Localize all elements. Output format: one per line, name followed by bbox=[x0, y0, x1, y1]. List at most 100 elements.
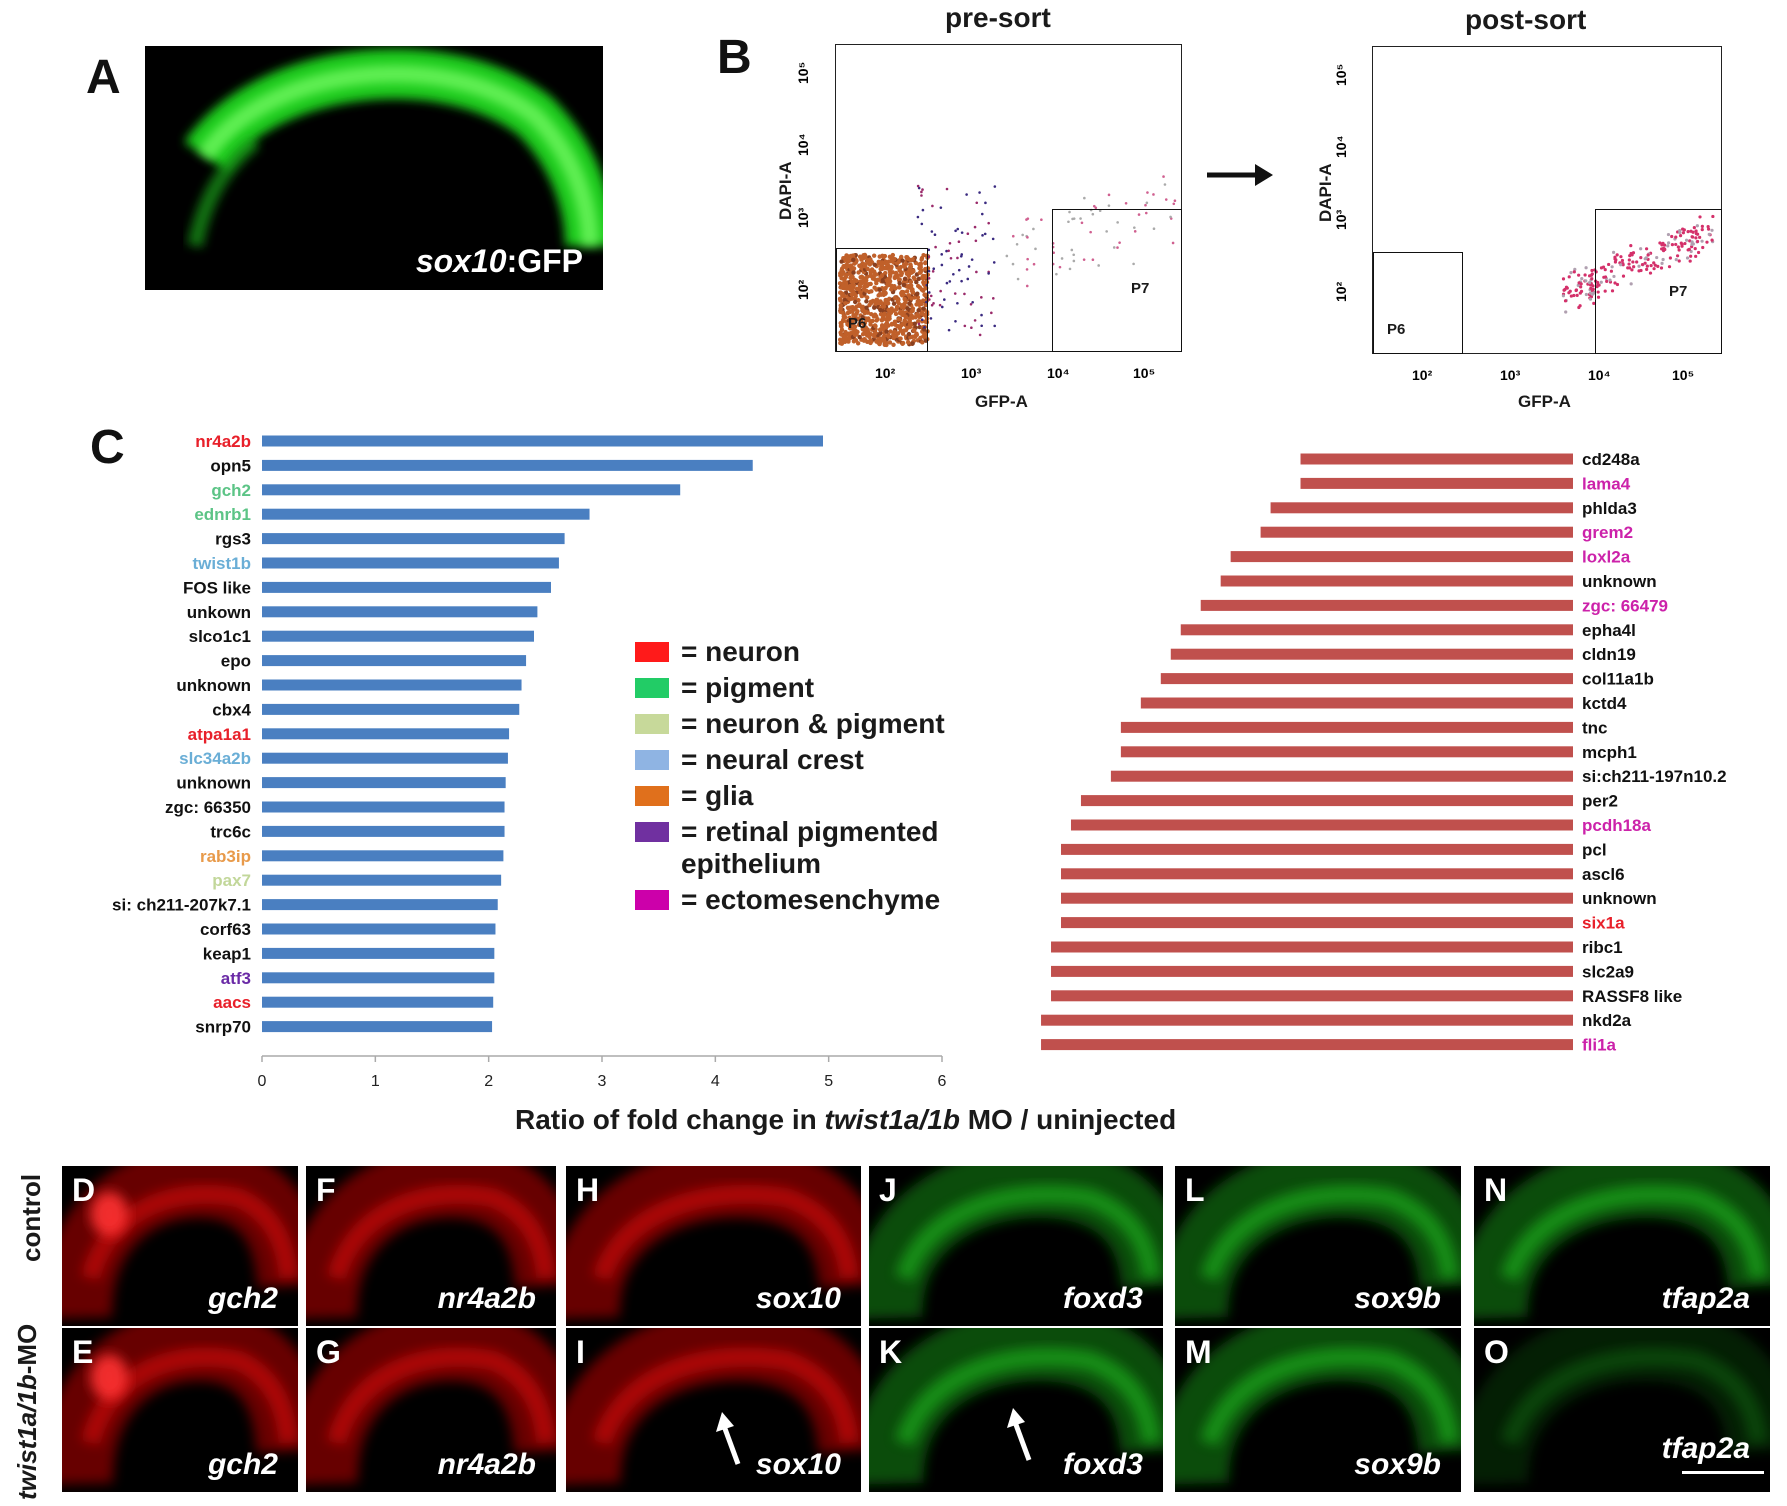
right-bar bbox=[1061, 868, 1573, 880]
right-gene-label: ribc1 bbox=[1582, 938, 1623, 957]
micrograph-gene-label: sox10 bbox=[755, 1282, 841, 1315]
panel-a-micrograph: sox10:GFP bbox=[145, 46, 603, 290]
fold-change-chart: 0 1 2 3 4 5 6 nr4a2b opn5 gch2 ednrb1 rgs3 twist1b FO… bbox=[112, 432, 1727, 1090]
legend-item: = neuron bbox=[635, 636, 800, 668]
left-bar bbox=[262, 825, 505, 837]
micrograph-fluorescence bbox=[1474, 1166, 1770, 1319]
micrograph-letter: L bbox=[1185, 1172, 1205, 1208]
micrograph-letter: O bbox=[1484, 1334, 1509, 1370]
micrograph-gene-label: foxd3 bbox=[1062, 1282, 1143, 1315]
legend-item: = neural crest bbox=[635, 744, 864, 776]
left-gene-label: twist1b bbox=[192, 554, 251, 573]
left-bar bbox=[262, 972, 495, 984]
legend-item: = neuron & pigment bbox=[635, 708, 945, 740]
left-bar bbox=[262, 606, 538, 618]
left-gene-label: gch2 bbox=[211, 481, 251, 500]
left-bar bbox=[262, 435, 823, 447]
right-gene-label: unknown bbox=[1582, 889, 1657, 908]
right-gene-label: slc2a9 bbox=[1582, 962, 1634, 981]
panel-a-label: sox10:GFP bbox=[415, 243, 583, 279]
right-bar bbox=[1120, 721, 1573, 733]
right-bar bbox=[1160, 673, 1573, 685]
post-sort-p7-label: P7 bbox=[1669, 283, 1688, 300]
left-gene-label: unkown bbox=[187, 603, 251, 622]
pre-sort-p6-label: P6 bbox=[848, 315, 867, 332]
svg-text:10³: 10³ bbox=[961, 365, 982, 381]
micrograph-gene-label: tfap2a bbox=[1661, 1432, 1750, 1465]
micrograph-fluorescence bbox=[869, 1328, 1163, 1485]
left-gene-label: pax7 bbox=[212, 871, 251, 890]
post-sort-scatter bbox=[1561, 214, 1715, 314]
white-arrow-icon bbox=[1007, 1408, 1032, 1461]
left-bar bbox=[262, 777, 506, 789]
svg-text:10²: 10² bbox=[795, 279, 811, 300]
svg-text:10⁵: 10⁵ bbox=[1333, 64, 1349, 86]
right-bar bbox=[1061, 892, 1573, 904]
svg-text:10²: 10² bbox=[1333, 281, 1349, 302]
micrograph-fluorescence bbox=[869, 1166, 1163, 1319]
left-gene-label: unknown bbox=[176, 774, 251, 793]
svg-text:10³: 10³ bbox=[1333, 209, 1349, 230]
right-gene-label: zgc: 66479 bbox=[1582, 596, 1668, 615]
right-bar bbox=[1110, 770, 1573, 782]
panel-letter-a: A bbox=[86, 51, 121, 104]
right-bar bbox=[1140, 697, 1573, 709]
left-gene-label: rab3ip bbox=[200, 847, 251, 866]
right-bar bbox=[1051, 965, 1573, 977]
right-bar bbox=[1041, 1039, 1573, 1051]
post-sort-xaxis: 10² 10³ 10⁴ 10⁵ bbox=[1412, 367, 1694, 383]
right-bar bbox=[1051, 941, 1573, 953]
left-bar bbox=[262, 484, 681, 496]
svg-text:10³: 10³ bbox=[795, 207, 811, 228]
right-bar bbox=[1230, 551, 1573, 563]
legend-swatch bbox=[635, 750, 669, 770]
white-arrow-icon bbox=[716, 1412, 741, 1465]
micrograph-gene-label: sox9b bbox=[1354, 1282, 1441, 1315]
row-label-mo: twist1a/1b-MO bbox=[12, 1323, 42, 1500]
micrograph-letter: N bbox=[1484, 1172, 1508, 1208]
micrograph-fluorescence bbox=[306, 1166, 556, 1319]
left-gene-label: zgc: 66350 bbox=[165, 798, 251, 817]
right-x-tick-label: 0.2 bbox=[1355, 1089, 1377, 1090]
right-bar bbox=[1120, 746, 1573, 758]
micrograph-fluorescence bbox=[566, 1166, 861, 1319]
right-gene-label: epha4l bbox=[1582, 621, 1636, 640]
right-gene-label: col11a1b bbox=[1582, 670, 1654, 689]
legend-label: = glia bbox=[681, 780, 754, 811]
left-gene-label: atpa1a1 bbox=[188, 725, 251, 744]
left-bar bbox=[262, 655, 527, 667]
pre-sort-plot: P6 P7 bbox=[835, 44, 1182, 352]
micrograph-gene-label: gch2 bbox=[207, 1448, 278, 1481]
svg-text:10²: 10² bbox=[875, 365, 896, 381]
micrograph-letter: H bbox=[576, 1172, 600, 1208]
legend-label: = retinal pigmented epithelium bbox=[681, 816, 939, 879]
panel-a-fluorescence bbox=[184, 49, 603, 248]
micrograph-fluorescence bbox=[306, 1328, 556, 1485]
left-bar bbox=[262, 801, 505, 813]
left-bar bbox=[262, 899, 498, 911]
post-sort-p6-label: P6 bbox=[1387, 321, 1406, 338]
micrograph-gene-label: gch2 bbox=[207, 1282, 278, 1315]
right-gene-label: tnc bbox=[1582, 718, 1608, 737]
svg-text:10³: 10³ bbox=[1500, 367, 1521, 383]
right-gene-label: lama4 bbox=[1582, 474, 1631, 493]
pre-sort-p7-label: P7 bbox=[1131, 280, 1150, 297]
right-gene-label: cldn19 bbox=[1582, 645, 1636, 664]
right-x-tick-label: 0.5 bbox=[1056, 1089, 1078, 1090]
right-gene-label: unknown bbox=[1582, 572, 1657, 591]
right-bar bbox=[1200, 599, 1573, 611]
micrograph-letter: M bbox=[1185, 1334, 1212, 1370]
svg-text:10²: 10² bbox=[1412, 367, 1433, 383]
left-bar bbox=[262, 752, 508, 764]
legend-label: = ectomesenchyme bbox=[681, 884, 941, 915]
left-x-tick-label: 6 bbox=[938, 1073, 947, 1090]
micrograph-letter: I bbox=[576, 1334, 585, 1370]
left-bar bbox=[262, 850, 504, 862]
chart-xlabel: Ratio of fold change in twist1a/1b MO / … bbox=[515, 1104, 1177, 1135]
